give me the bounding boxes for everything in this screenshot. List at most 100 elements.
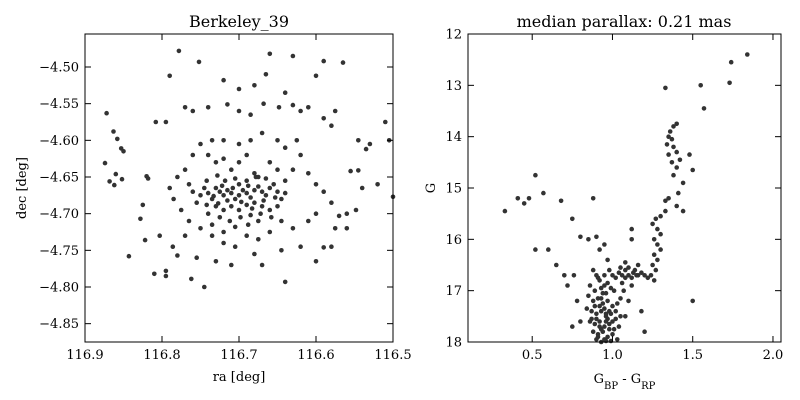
data-point [587,283,593,288]
data-point [111,129,116,134]
data-point [674,149,679,155]
color-magnitude-scatter-plot: 0.5 1.0 1.5 2.0 12 13 14 15 16 17 18 median paralla… [424,12,783,392]
data-point [605,257,610,263]
data-point [589,308,594,314]
data-point [167,185,172,191]
data-point [605,316,610,322]
data-point [367,141,373,147]
y-tick-label: −4.60 [39,134,79,149]
data-point [213,160,219,165]
x-tick-label: 116.6 [297,348,334,363]
data-point [290,167,296,172]
data-point [592,303,598,309]
data-point [272,195,278,200]
x-axis-label: ra [deg] [213,370,266,385]
data-point [698,83,703,88]
x-tick-label: 116.5 [374,348,411,363]
data-point [202,185,207,191]
data-point [658,247,663,252]
data-point [598,285,604,291]
data-point [666,196,671,201]
data-point [245,183,251,189]
data-point [590,196,596,201]
data-point [615,337,620,342]
data-point [271,182,277,187]
data-point [727,80,732,86]
data-point [313,211,319,216]
data-point [332,108,338,114]
data-point [232,176,238,181]
data-point [138,216,143,222]
data-point [244,202,249,208]
data-point [267,229,273,235]
data-point [236,141,242,147]
data-point [255,184,261,189]
data-point [645,275,651,281]
data-point [282,190,288,196]
data-point [574,298,580,304]
data-point [605,334,610,340]
data-point [217,215,223,220]
data-point [263,176,269,181]
data-point [252,200,257,205]
data-point [205,105,211,110]
data-point [690,298,695,304]
data-point [329,200,334,205]
data-point [282,145,288,150]
data-point [294,138,300,143]
data-point [248,212,253,218]
data-point [253,174,259,180]
data-point [252,251,257,257]
y-tick-label: −4.70 [39,207,79,222]
data-point [175,253,180,258]
data-point [196,59,202,65]
data-point [229,167,234,172]
data-point [375,182,380,187]
y-tick-label: −4.55 [39,97,79,112]
data-point [313,259,319,264]
data-point [112,182,117,188]
data-point [236,207,242,213]
data-point [202,284,207,290]
data-point [215,173,220,178]
data-point [194,255,199,260]
data-point [546,247,551,252]
y-tick-label: 16 [445,233,462,248]
data-point [651,252,657,257]
data-point [222,178,228,183]
x-tick-label: 2.0 [763,348,784,363]
data-point [602,306,607,311]
data-point [182,167,188,172]
data-point [570,216,575,222]
y-tick-label: 18 [445,336,462,351]
data-point [229,190,234,196]
data-point [205,190,211,196]
data-point [236,86,242,92]
data-point [666,152,671,157]
data-point [167,73,172,79]
data-point [602,242,607,247]
data-point [232,196,238,202]
data-point [313,73,319,79]
data-point [356,138,361,143]
data-point [605,280,610,286]
data-point [225,198,230,203]
data-point [279,196,284,202]
data-point [635,262,641,268]
data-point [634,273,639,278]
data-point [674,121,679,127]
data-point [275,189,280,194]
data-point [613,275,618,281]
data-point [383,119,388,125]
data-point [623,267,628,273]
data-point [279,218,284,224]
data-point [554,262,559,268]
data-point [229,262,234,268]
data-point [616,270,622,276]
data-point [190,108,196,114]
data-point [603,311,609,317]
data-point [267,207,273,213]
x-tick-label: 116.9 [66,348,103,363]
data-point [618,296,623,301]
data-point [261,101,266,106]
